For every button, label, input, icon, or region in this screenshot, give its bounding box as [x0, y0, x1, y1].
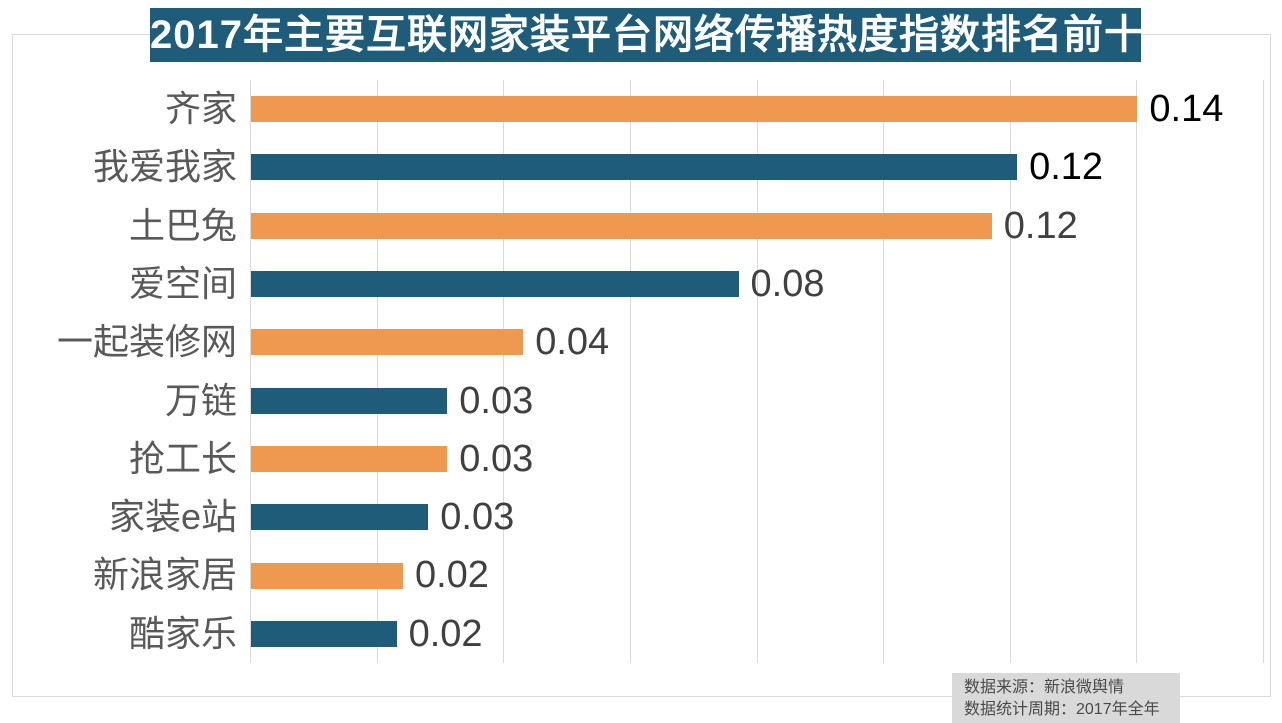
gridline	[376, 80, 378, 663]
gridline	[1009, 80, 1011, 663]
category-label: 万链	[164, 379, 237, 421]
gridline	[629, 80, 631, 663]
bar	[251, 504, 429, 531]
bar	[251, 445, 448, 472]
value-label: 0.14	[1149, 88, 1224, 130]
source-line-1: 数据来源：新浪微舆情	[964, 679, 1125, 696]
bar	[251, 96, 1138, 123]
category-label: 爱空间	[128, 262, 237, 304]
value-label: 0.08	[750, 262, 825, 305]
value-label: 0.04	[535, 321, 610, 364]
category-label: 家装e站	[108, 496, 237, 538]
category-label: 酷家乐	[128, 612, 237, 654]
category-label: 抢工长	[128, 437, 237, 479]
value-label: 0.03	[459, 437, 534, 480]
bar	[251, 620, 397, 647]
bar	[251, 271, 739, 298]
source-box: 数据来源：新浪微舆情 数据统计周期：2017年全年	[952, 673, 1180, 723]
gridline	[756, 80, 758, 663]
value-label: 0.02	[408, 612, 483, 655]
gridline	[250, 80, 251, 663]
value-label: 0.12	[1029, 146, 1104, 189]
value-label: 0.03	[459, 379, 534, 422]
category-label: 新浪家居	[92, 554, 237, 596]
source-line-2: 数据统计周期：2017年全年	[964, 701, 1160, 718]
value-label: 0.02	[414, 554, 489, 597]
category-label: 齐家	[164, 88, 237, 129]
value-label: 0.12	[1003, 204, 1078, 247]
gridline	[1136, 80, 1138, 663]
category-label: 一起装修网	[56, 321, 237, 363]
bar	[251, 154, 1018, 181]
gridline	[503, 80, 505, 663]
chart-title: 2017年主要互联网家装平台网络传播热度指数排名前十	[150, 8, 1144, 62]
bar	[251, 212, 992, 239]
bar	[251, 387, 448, 414]
value-label: 0.03	[440, 496, 515, 539]
gridline	[1263, 80, 1264, 663]
chart-frame	[12, 34, 1271, 697]
bar	[251, 562, 403, 589]
gridline	[883, 80, 885, 663]
bar	[251, 329, 524, 356]
category-label: 土巴兔	[128, 204, 237, 246]
category-label: 我爱我家	[92, 146, 237, 188]
